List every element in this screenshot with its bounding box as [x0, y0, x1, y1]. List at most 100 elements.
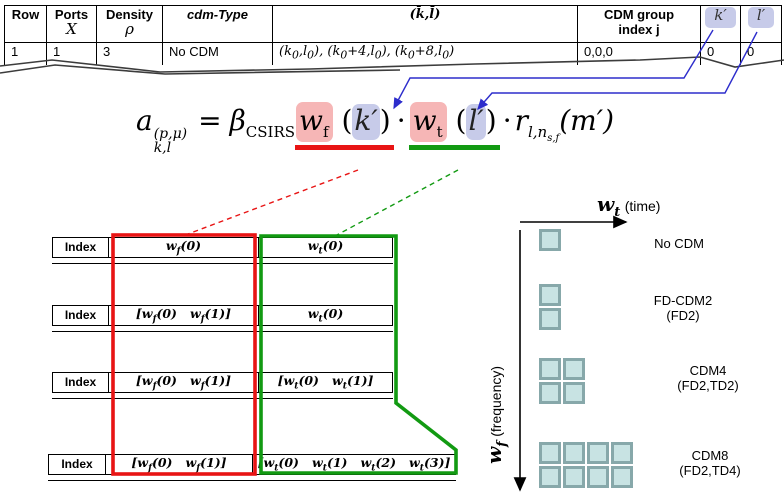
cdm-table-cdm8: Index [wf(0) wf(1)] [wt(0) wt(1) wt(2) w…	[48, 454, 456, 481]
k-paren-open: (	[341, 104, 353, 137]
density-value: 3	[96, 42, 163, 65]
legend-label-text: CDM8	[691, 448, 729, 463]
wt-sym-sub: t	[614, 205, 621, 220]
col-header-ports: Ports X	[46, 5, 97, 43]
wt-cell: [wt(0) wt(1)]	[258, 372, 393, 393]
formula-beta: β	[229, 104, 246, 137]
legend-label-nocdm: No CDM	[617, 236, 741, 251]
col-header-k-prime: k′	[700, 5, 741, 43]
wf-cell: [wf(0) wf(1)]	[108, 372, 259, 393]
wf-k-group: wf (k′)	[295, 102, 394, 150]
col-header-cdm-type: cdm-Type	[162, 5, 273, 43]
wt-cell: wt(0)	[258, 237, 393, 258]
legend-label-cdm4: CDM4 (FD2,TD2)	[646, 363, 770, 393]
legend-label-text: CDM4	[689, 363, 727, 378]
cdm-re-square	[587, 442, 609, 464]
cdm-re-square	[539, 466, 561, 488]
table-row: Index wf(0) wt(0)	[52, 237, 393, 258]
cdm-pattern-nocdm	[539, 229, 561, 251]
csirs-resource-element-formula: a (p,μ) k,l = βCSIRS wf (k′) · wt (l′) · rl,ns,f(…	[136, 102, 614, 155]
wt-sym-base: w	[597, 192, 615, 216]
wt-column-outline	[259, 234, 458, 475]
wt-dashed-connector	[334, 169, 459, 237]
l-paren-close: )	[485, 104, 497, 137]
cdm-re-square	[539, 229, 561, 251]
formula-a-scripts: (p,μ) k,l	[154, 127, 187, 155]
ports-symbol: X	[66, 20, 77, 38]
wf-sym-sub: f	[495, 441, 510, 447]
col-header-row: Row	[4, 5, 47, 43]
cdm-group-label-2: index j	[618, 22, 660, 37]
wf-symbol: wf	[482, 441, 510, 464]
legend-sublabel-text: (FD2)	[666, 308, 700, 323]
cdm-re-square	[539, 442, 561, 464]
index-cell: Index	[48, 454, 106, 475]
l-prime-highlight: l′	[747, 7, 775, 28]
wt-symbol: wt	[597, 192, 620, 220]
formula-wt-sub: t	[436, 123, 443, 141]
wf-highlight: wf	[296, 102, 333, 142]
wt-axis-label: wt (time)	[597, 192, 660, 220]
torn-edge	[52, 330, 393, 332]
formula-wt: w	[412, 104, 437, 137]
cdm-table-cdm4: Index [wf(0) wf(1)] [wt(0) wt(1)]	[52, 372, 393, 399]
k-prime-value: 0	[700, 42, 741, 65]
ports-value: 1	[46, 42, 97, 65]
legend-sublabel-text: (FD2,TD2)	[677, 378, 739, 393]
wf-cell: [wf(0) wf(1)]	[105, 454, 253, 475]
formula-a-sub: k,l	[153, 140, 172, 156]
ports-label: Ports	[54, 7, 89, 22]
cdm-pattern-cdm8	[539, 442, 633, 488]
torn-edge	[52, 397, 393, 399]
col-header-kl-bar: (k̄,l̄)	[272, 5, 578, 43]
formula-l-prime: l′	[466, 104, 486, 140]
wf-axis-label: wf (frequency)	[482, 366, 510, 464]
cdm-re-square	[539, 284, 561, 306]
table-header-row: Row Ports X Density ρ cdm-Type (k̄,l̄) C…	[4, 5, 782, 43]
cdm-re-square	[563, 466, 585, 488]
col-header-cdm-group: CDM group index j	[577, 5, 701, 43]
cdm-re-square	[587, 466, 609, 488]
formula-m: (m′)	[559, 104, 614, 137]
table-row: Index [wf(0) wf(1)] wt(0)	[52, 305, 393, 326]
legend-label-text: FD-CDM2	[653, 293, 713, 308]
formula-wf-sub: f	[323, 123, 329, 141]
cdm-re-square	[563, 382, 585, 404]
cdm-pattern-fdcdm2	[539, 284, 561, 330]
wf-unit: (frequency)	[488, 365, 504, 437]
wt-highlight: wt	[409, 102, 447, 142]
torn-edge	[48, 479, 456, 481]
wt-cell: [wt(0) wt(1) wt(2) wt(3)]	[252, 454, 456, 475]
csirs-locations-table: Row Ports X Density ρ cdm-Type (k̄,l̄) C…	[4, 5, 782, 65]
table-data-row-1: 1 1 3 No CDM (k0,l0), (k0+4,l0), (k0+8,l…	[4, 42, 782, 65]
formula-a-sup: (p,μ)	[153, 126, 188, 142]
k-prime-highlight: k′	[705, 7, 736, 28]
cdm-type-value: No CDM	[162, 42, 273, 65]
legend-label-cdm8: CDM8 (FD2,TD4)	[648, 448, 772, 478]
cdm-group-index-value: 0,0,0	[577, 42, 701, 65]
l-prime-value: 0	[740, 42, 782, 65]
wf-column-outline	[111, 233, 257, 476]
formula-k-prime: k′	[352, 104, 380, 140]
formula-dot-1: ·	[396, 104, 406, 137]
density-symbol: ρ	[125, 20, 134, 38]
kl-values: (k0,l0), (k0+4,l0), (k0+8,l0)	[272, 42, 578, 65]
cdm-re-square	[611, 442, 633, 464]
k-paren-close: )	[379, 104, 391, 137]
cdm-re-square	[563, 442, 585, 464]
table-torn-edge-2	[0, 64, 401, 75]
cdm-pattern-cdm4	[539, 358, 585, 404]
index-cell: Index	[52, 237, 109, 258]
l-paren-open: (	[455, 104, 467, 137]
formula-beta-sub: CSIRS	[245, 123, 296, 141]
table-row: Index [wf(0) wf(1)] [wt(0) wt(1) wt(2) w…	[48, 454, 456, 475]
formula-wf: w	[299, 104, 324, 137]
cdm-table-fdcdm2: Index [wf(0) wf(1)] wt(0)	[52, 305, 393, 332]
cdm-re-square	[539, 308, 561, 330]
legend-label-fdcdm2: FD-CDM2 (FD2)	[621, 293, 745, 323]
formula-r-sub2: s,f	[547, 133, 560, 144]
wf-cell: wf(0)	[108, 237, 259, 258]
table-row: Index [wf(0) wf(1)] [wt(0) wt(1)]	[52, 372, 393, 393]
formula-dot-2: ·	[502, 104, 512, 137]
